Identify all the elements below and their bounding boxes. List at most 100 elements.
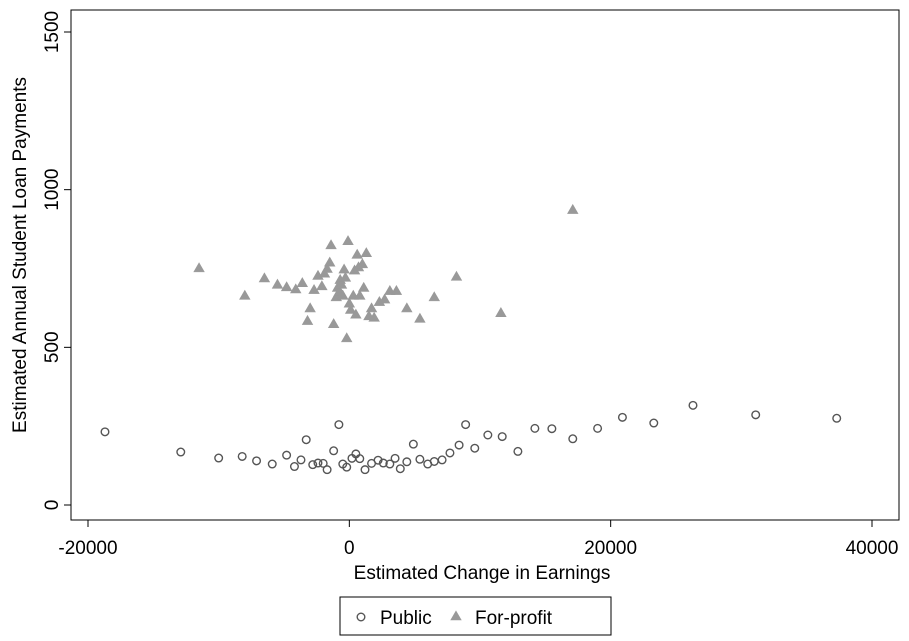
for-profit-point [290,283,302,294]
for-profit-point [428,291,440,302]
public-point [568,434,578,444]
y-tick-label: 1000 [42,169,63,211]
for-profit-point [193,262,205,273]
public-point [289,462,299,472]
for-profit-point [354,289,366,300]
plot-area [70,9,900,521]
legend-public-marker [356,612,366,622]
x-tick-label: 0 [344,538,355,559]
public-point [688,400,698,410]
for-profit-point [567,203,579,214]
x-axis-title: Estimated Change in Earnings [354,563,611,584]
series-public [100,400,842,475]
public-point [322,465,332,475]
for-profit-point [301,314,314,325]
public-point [237,451,247,461]
for-profit-point [337,289,349,300]
for-profit-point [378,293,391,304]
public-point [415,454,425,464]
legend-box [339,596,612,636]
for-profit-point [401,302,413,313]
public-point [318,458,328,468]
public-point [385,459,395,469]
public-point [267,459,277,469]
legend-for-profit-marker [450,610,462,621]
for-profit-point [344,303,357,314]
public-point [445,448,455,458]
for-profit-point [316,280,328,291]
public-point [373,455,383,465]
for-profit-point [308,284,320,294]
for-profit-point [350,308,362,319]
public-point [470,443,480,453]
public-point [402,457,412,467]
for-profit-point [258,272,271,283]
legend-for-profit-label: For-profit [475,608,553,629]
public-point [593,423,603,433]
for-profit-point [339,271,352,282]
for-profit-point [351,248,363,259]
public-point [513,446,523,456]
public-point [408,439,418,449]
for-profit-point [327,318,340,328]
y-tick-label: 1500 [42,11,63,53]
for-profit-point [356,258,369,269]
public-point [176,447,186,457]
public-point [378,458,388,468]
for-profit-point [321,262,333,273]
for-profit-point [390,284,403,295]
legend-public-label: Public [380,608,432,629]
public-point [355,454,365,464]
data-points [100,203,842,475]
for-profit-point [450,270,463,281]
public-point [617,412,627,422]
for-profit-point [357,281,370,292]
for-profit-point [304,302,316,313]
public-point [100,427,110,437]
for-profit-point [335,278,348,289]
public-point [334,420,344,430]
public-point [461,420,471,430]
public-point [483,430,493,440]
public-point [437,455,447,465]
public-point [252,456,262,466]
y-axis-title: Estimated Annual Student Loan Payments [10,77,31,433]
for-profit-point [325,239,337,250]
public-point [360,465,370,475]
x-tick-label: -20000 [58,538,117,559]
for-profit-point [342,235,354,246]
public-point [313,458,323,468]
public-point [308,460,318,470]
for-profit-point [495,307,507,317]
public-point [649,418,659,428]
public-point [751,410,761,420]
x-tick-label: 20000 [584,538,637,559]
for-profit-point [368,311,380,322]
for-profit-point [324,256,336,267]
for-profit-point [338,263,350,274]
public-point [395,464,405,474]
public-point [214,453,224,463]
for-profit-point [239,289,251,300]
public-point [282,450,292,460]
x-tick-label: 40000 [846,538,899,559]
for-profit-point [365,302,378,313]
y-axis: 0 500 1000 1500 [42,10,72,520]
y-tick-label: 0 [42,500,63,511]
x-axis: -20000 0 20000 40000 [58,519,899,559]
public-point [454,440,464,450]
y-tick-label: 500 [42,331,63,363]
public-point [342,462,352,472]
for-profit-point [280,281,293,292]
series-for-profit [193,203,579,343]
public-point [547,424,557,434]
public-point [832,413,842,423]
public-point [390,453,400,463]
for-profit-point [296,277,309,287]
public-point [530,423,540,433]
for-profit-point [271,278,284,289]
public-point [301,435,311,445]
for-profit-point [360,247,373,258]
legend: Public For-profit [339,596,612,636]
